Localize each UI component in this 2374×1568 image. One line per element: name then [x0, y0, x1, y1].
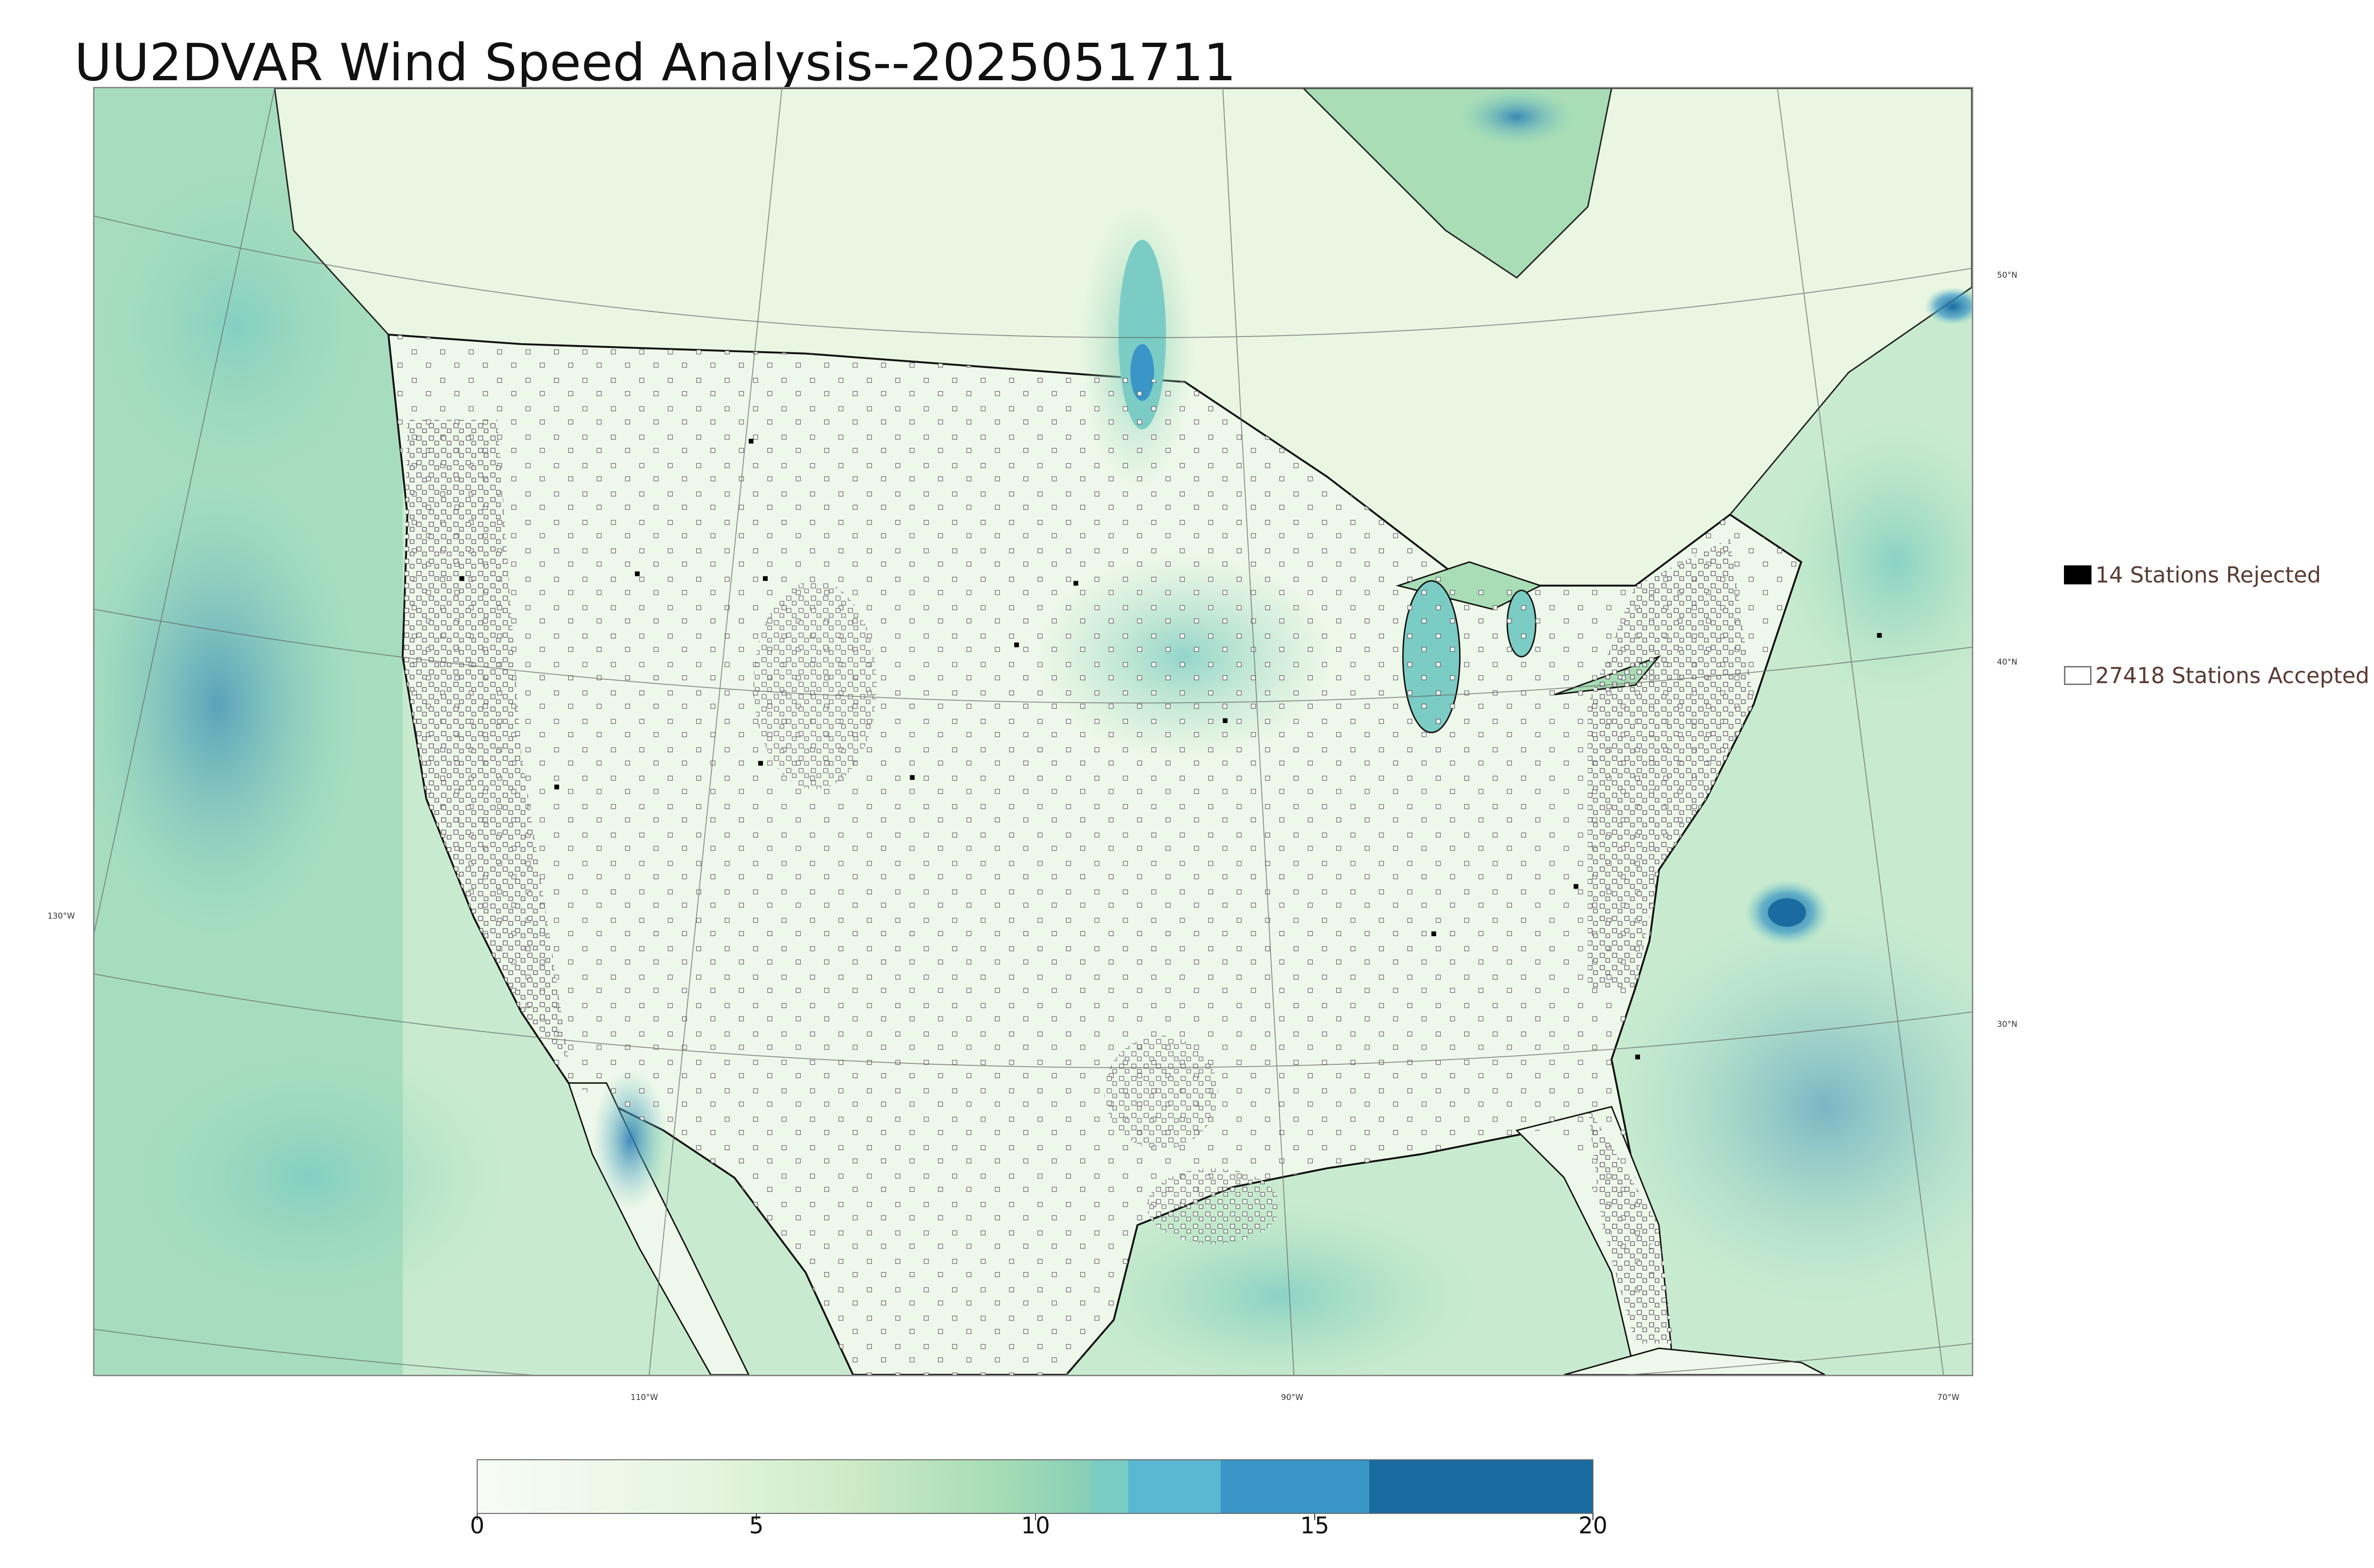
legend-rejected: 14 Stations Rejected	[2064, 562, 2321, 588]
legend-accepted-label: 27418 Stations Accepted	[2095, 663, 2370, 688]
lon-label-110w: 110°W	[631, 1393, 658, 1402]
legend-accepted: 27418 Stations Accepted	[2064, 663, 2369, 688]
colorbar-seg-high	[1128, 1460, 1221, 1513]
accepted-stations	[388, 334, 1801, 1375]
colorbar-seg-max	[1369, 1460, 1592, 1513]
rejected-stations	[459, 439, 1882, 1060]
legend-rejected-label: 14 Stations Rejected	[2095, 562, 2321, 588]
colorbar-label-5: 5	[749, 1512, 764, 1539]
lat-label-30n: 30°N	[1997, 1020, 2017, 1029]
lon-label-130w: 130°W	[47, 911, 75, 921]
colorbar-seg-low	[478, 1460, 849, 1513]
colorbar-tick-10	[1035, 1513, 1036, 1520]
lat-label-40n: 40°N	[1997, 657, 2017, 667]
colorbar-tick-0	[477, 1513, 478, 1520]
colorbar-tick-15	[1314, 1513, 1315, 1520]
map-title: UU2DVAR Wind Speed Analysis--2025051711	[74, 33, 1236, 93]
colorbar-label-10: 10	[1021, 1512, 1050, 1539]
graticule	[94, 88, 1972, 1375]
colorbar-tick-5	[756, 1513, 757, 1520]
colorbar-label-0: 0	[470, 1512, 485, 1539]
colorbar	[477, 1459, 1593, 1514]
lon-label-70w: 70°W	[1937, 1393, 1959, 1402]
colorbar-label-20: 20	[1578, 1512, 1608, 1539]
accepted-marker-icon	[2064, 666, 2091, 685]
colorbar-seg-mid2	[1091, 1460, 1128, 1513]
rejected-marker-icon	[2064, 565, 2091, 584]
colorbar-label-15: 15	[1300, 1512, 1329, 1539]
colorbar-seg-higher	[1221, 1460, 1370, 1513]
lat-label-50n: 50°N	[1997, 271, 2017, 280]
colorbar-seg-mid	[849, 1460, 1091, 1513]
wind-speed-map	[93, 87, 1973, 1376]
lon-label-90w: 90°W	[1281, 1393, 1303, 1402]
map-canvas	[94, 88, 1972, 1375]
colorbar-tick-20	[1592, 1513, 1593, 1520]
